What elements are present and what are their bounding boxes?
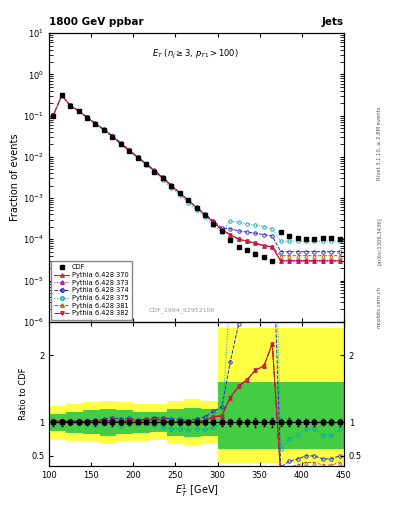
Legend: CDF, Pythia 6.428 370, Pythia 6.428 373, Pythia 6.428 374, Pythia 6.428 375, Pyt: CDF, Pythia 6.428 370, Pythia 6.428 373,…	[51, 261, 132, 319]
Text: $E_T$ ($n_j \geq 3$, $p_{T1}>100$): $E_T$ ($n_j \geq 3$, $p_{T1}>100$)	[152, 48, 239, 61]
Y-axis label: Ratio to CDF: Ratio to CDF	[19, 368, 28, 420]
Text: Jets: Jets	[322, 16, 344, 27]
X-axis label: $E_T^1$ [GeV]: $E_T^1$ [GeV]	[174, 482, 219, 499]
Y-axis label: Fraction of events: Fraction of events	[10, 134, 20, 221]
Text: Rivet 3.1.10, ≥ 2.8M events: Rivet 3.1.10, ≥ 2.8M events	[377, 106, 382, 180]
Text: CDF_1994_S2952106: CDF_1994_S2952106	[149, 307, 215, 313]
Text: [arXiv:1306.3436]: [arXiv:1306.3436]	[377, 217, 382, 265]
Text: 1800 GeV ppbar: 1800 GeV ppbar	[49, 16, 144, 27]
Text: mcplots.cern.ch: mcplots.cern.ch	[377, 286, 382, 328]
